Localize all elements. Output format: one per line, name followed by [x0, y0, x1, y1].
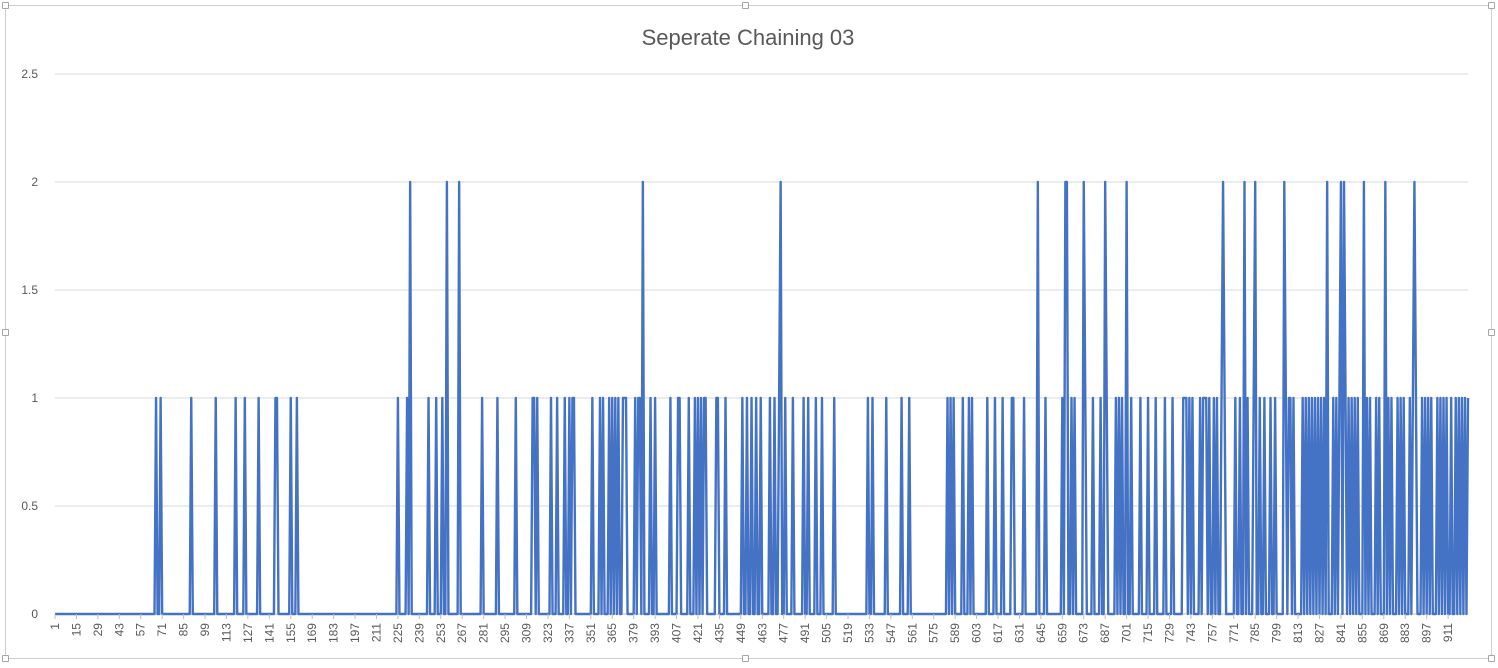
resize-handle-bottom-right[interactable]: [1488, 655, 1495, 662]
x-tick-label: 589: [948, 623, 962, 643]
x-tick-label: 841: [1334, 623, 1348, 643]
x-tick-label: 491: [798, 623, 812, 643]
x-tick-label: 127: [241, 623, 255, 643]
x-tick-label: 911: [1441, 623, 1455, 642]
x-tick-label: 99: [198, 623, 212, 637]
y-tick-label: 1: [31, 391, 38, 405]
x-tick-label: 519: [841, 623, 855, 643]
x-tick-label: 575: [927, 623, 941, 643]
x-tick-label: 855: [1355, 623, 1369, 643]
x-tick-label: 673: [1077, 623, 1091, 643]
x-tick-label: 169: [305, 623, 319, 643]
x-tick-label: 225: [391, 623, 405, 643]
y-tick-label: 1.5: [21, 283, 38, 297]
x-tick-label: 379: [627, 623, 641, 643]
x-tick-label: 421: [691, 623, 705, 643]
x-tick-label: 43: [112, 623, 126, 637]
resize-handle-top[interactable]: [742, 2, 749, 9]
series-line: [55, 180, 1470, 616]
x-tick-label: 211: [369, 623, 383, 642]
x-tick-label: 29: [91, 623, 105, 637]
chart-title: Seperate Chaining 03: [642, 25, 855, 50]
resize-handle-top-left[interactable]: [2, 2, 9, 9]
x-tick-label: 477: [777, 623, 791, 643]
x-tick-label: 897: [1420, 623, 1434, 643]
x-tick-label: 267: [455, 623, 469, 643]
y-tick-label: 0.5: [21, 499, 38, 513]
x-tick-label: 71: [155, 623, 169, 637]
x-tick-label: 883: [1398, 623, 1412, 643]
y-axis-ticks: 0 0.5 1 1.5 2 2.5: [21, 67, 38, 621]
x-tick-label: 309: [520, 623, 534, 643]
x-tick-label: 407: [670, 623, 684, 643]
x-tick-label: 785: [1248, 623, 1262, 643]
x-tick-label: 113: [219, 623, 233, 642]
x-tick-label: 85: [177, 623, 191, 637]
resize-handle-right[interactable]: [1488, 329, 1495, 336]
x-tick-label: 15: [69, 623, 83, 637]
x-tick-label: 323: [541, 623, 555, 643]
resize-handle-bottom[interactable]: [742, 655, 749, 662]
x-tick-label: 771: [1227, 623, 1241, 643]
x-tick-label: 197: [348, 623, 362, 643]
x-tick-label: 155: [284, 623, 298, 643]
x-tick-label: 603: [970, 623, 984, 643]
x-tick-label: 365: [605, 623, 619, 643]
x-tick-label: 827: [1313, 623, 1327, 643]
x-tick-label: 659: [1055, 623, 1069, 643]
x-tick-label: 1: [48, 623, 62, 630]
x-axis-ticks: 1 15 29 43 57 71 85 99 113 127 141 155 169 183 197 211 2…: [48, 614, 1455, 643]
x-tick-label: 561: [905, 623, 919, 643]
x-tick-label: 393: [648, 623, 662, 643]
x-tick-label: 253: [434, 623, 448, 643]
x-tick-label: 617: [991, 623, 1005, 643]
x-tick-label: 547: [884, 623, 898, 643]
resize-handle-bottom-left[interactable]: [2, 655, 9, 662]
resize-handle-left[interactable]: [2, 329, 9, 336]
x-tick-label: 533: [862, 623, 876, 643]
x-tick-label: 449: [734, 623, 748, 643]
y-tick-label: 0: [31, 607, 38, 621]
x-tick-label: 757: [1205, 623, 1219, 643]
x-tick-label: 505: [820, 623, 834, 643]
x-tick-label: 463: [755, 623, 769, 643]
x-tick-label: 141: [262, 623, 276, 643]
x-tick-label: 729: [1162, 623, 1176, 643]
y-tick-label: 2.5: [21, 67, 38, 81]
x-tick-label: 295: [498, 623, 512, 643]
x-tick-label: 869: [1377, 623, 1391, 643]
x-tick-label: 239: [412, 623, 426, 643]
x-tick-label: 715: [1141, 623, 1155, 643]
x-tick-label: 645: [1034, 623, 1048, 643]
x-tick-label: 687: [1098, 623, 1112, 643]
x-tick-label: 351: [584, 623, 598, 643]
x-tick-label: 631: [1012, 623, 1026, 643]
x-tick-label: 281: [477, 623, 491, 643]
x-tick-label: 813: [1291, 623, 1305, 643]
y-tick-label: 2: [31, 175, 38, 189]
x-tick-label: 701: [1120, 623, 1134, 643]
x-tick-label: 337: [562, 623, 576, 643]
x-tick-label: 57: [134, 623, 148, 637]
x-tick-label: 435: [712, 623, 726, 643]
series-layer: [55, 180, 1470, 616]
x-tick-label: 799: [1270, 623, 1284, 643]
resize-handle-top-right[interactable]: [1488, 2, 1495, 9]
x-tick-label: 183: [327, 623, 341, 643]
x-tick-label: 743: [1184, 623, 1198, 643]
